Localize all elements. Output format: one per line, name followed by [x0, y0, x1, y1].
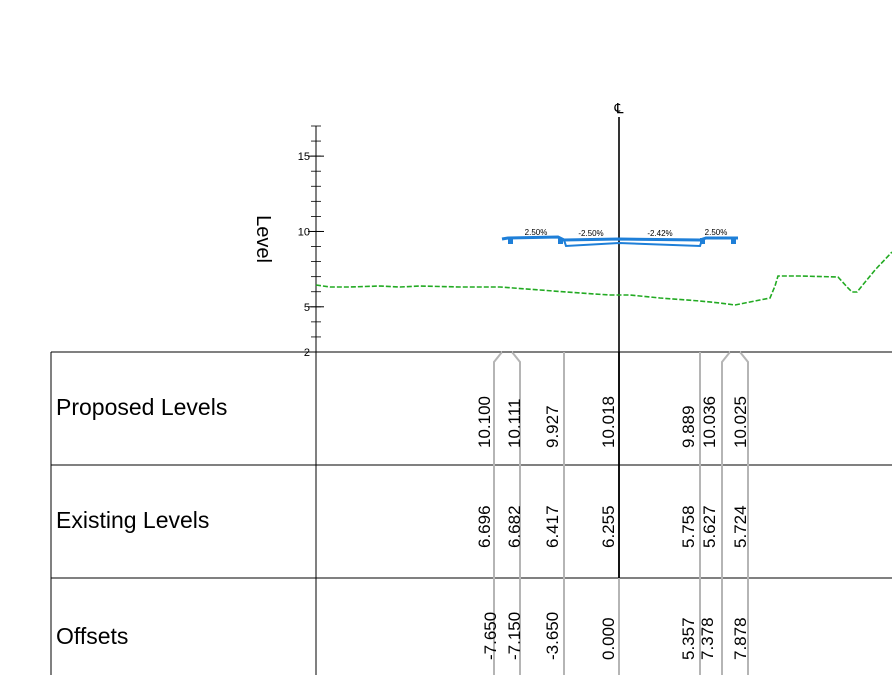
table-value: 10.111 — [505, 399, 524, 448]
table-value: 10.036 — [700, 396, 719, 448]
table-value: -7.650 — [481, 612, 500, 660]
table-value: 6.696 — [475, 505, 494, 548]
table-value: 5.357 — [679, 617, 698, 660]
table-value: 9.927 — [543, 405, 562, 448]
level-axis: 15 10 5 2 Level — [252, 125, 324, 359]
table-value: 9.889 — [679, 405, 698, 448]
station-line-6 — [739, 351, 749, 675]
table-value: 7.378 — [698, 617, 717, 660]
station-line-2 — [511, 351, 521, 675]
table-value: 6.682 — [505, 505, 524, 548]
existing-ground-line — [315, 251, 892, 306]
kerb-left-b — [558, 238, 563, 244]
station-lines — [493, 351, 749, 675]
table-value: -7.150 — [505, 612, 524, 660]
level-axis-tick-label: 5 — [304, 302, 310, 314]
table-value: 5.627 — [700, 505, 719, 548]
station-line-1 — [493, 351, 503, 675]
station-line-5 — [721, 351, 731, 675]
level-axis-title: Level — [252, 215, 274, 263]
slope-label-2: -2.50% — [578, 229, 603, 238]
table-value: 5.724 — [731, 505, 750, 548]
row-label-offsets: Offsets — [56, 623, 128, 649]
level-axis-minor-ticks — [311, 125, 321, 353]
table-value: 10.100 — [475, 396, 494, 448]
table-value: 6.417 — [543, 505, 562, 548]
level-axis-tick-label: 2 — [304, 347, 310, 359]
table-value: 5.758 — [679, 505, 698, 548]
kerb-right-a — [700, 238, 705, 244]
slope-label-4: 2.50% — [705, 228, 728, 237]
table-value: 7.878 — [731, 617, 750, 660]
table-values: 10.100 10.111 9.927 10.018 9.889 10.036 10.025… — [475, 396, 750, 660]
table-value: 6.255 — [599, 505, 618, 548]
row-label-existing-levels: Existing Levels — [56, 507, 209, 533]
centerline-symbol: ℄ — [614, 100, 624, 116]
slope-label-1: 2.50% — [525, 228, 548, 237]
table-value: 10.025 — [731, 396, 750, 448]
table-value: 0.000 — [599, 617, 618, 660]
level-axis-tick-label: 15 — [298, 151, 310, 163]
level-axis-tick-label: 10 — [298, 226, 310, 238]
data-table: Proposed Levels Existing Levels Offsets … — [50, 351, 892, 675]
table-value: 10.018 — [599, 396, 618, 448]
level-axis-major-ticks: 15 10 5 2 — [298, 151, 324, 359]
table-value: -3.650 — [543, 612, 562, 660]
kerb-left-a — [508, 238, 513, 244]
row-label-proposed-levels: Proposed Levels — [56, 394, 227, 420]
slope-label-3: -2.42% — [647, 229, 672, 238]
proposed-road-section — [501, 235, 738, 248]
kerb-right-b — [731, 238, 736, 244]
